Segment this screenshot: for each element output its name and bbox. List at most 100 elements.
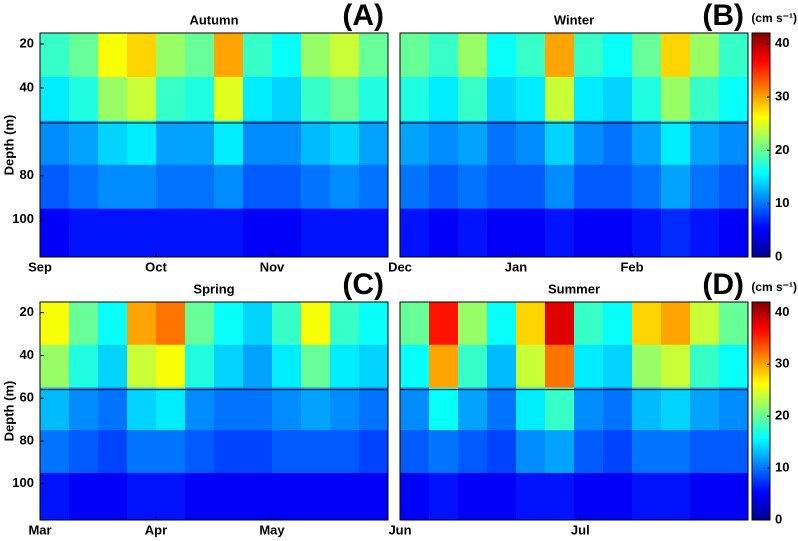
heat-cell	[400, 430, 430, 474]
heat-cell	[330, 120, 360, 166]
heat-cell	[214, 430, 244, 474]
heat-cell	[98, 472, 128, 521]
heat-cell	[156, 76, 186, 122]
heat-cell	[661, 33, 691, 78]
heat-cell	[661, 208, 691, 258]
heat-cell	[359, 302, 389, 346]
heat-cell	[545, 120, 575, 166]
heat-cell	[301, 302, 331, 346]
heat-cell	[632, 430, 662, 474]
heat-cell	[214, 344, 244, 388]
heat-cell	[301, 33, 331, 78]
heat-cell	[272, 76, 302, 122]
heat-cell	[458, 208, 488, 258]
heat-cell	[359, 33, 389, 78]
heat-cell	[516, 120, 546, 166]
heat-cell	[690, 120, 720, 166]
heat-cell	[632, 472, 662, 521]
colorbar	[751, 301, 771, 521]
heat-cell	[40, 430, 70, 474]
heat-cell	[632, 164, 662, 210]
x-tick-label: May	[259, 522, 285, 537]
heat-cell	[603, 33, 633, 78]
heat-cell	[69, 33, 99, 78]
heat-cell	[603, 344, 633, 388]
heat-cell	[40, 344, 70, 388]
heat-cell	[661, 164, 691, 210]
heat-cell	[719, 387, 749, 431]
x-tick-label: Oct	[145, 259, 167, 274]
heat-cell	[330, 430, 360, 474]
heat-cell	[487, 430, 517, 474]
heat-cell	[185, 208, 215, 258]
heat-cell	[127, 387, 157, 431]
heat-cell	[690, 302, 720, 346]
heat-cell	[40, 302, 70, 346]
heat-cell	[127, 76, 157, 122]
heat-cell	[359, 120, 389, 166]
heat-cell	[661, 387, 691, 431]
heat-cell	[690, 387, 720, 431]
heat-cell	[214, 472, 244, 521]
heat-cell	[487, 344, 517, 388]
heat-cell	[301, 430, 331, 474]
plot-frame	[39, 32, 389, 258]
heat-cell	[429, 387, 459, 431]
panel-title: Summer	[548, 281, 600, 296]
heat-cell	[127, 430, 157, 474]
heat-cell	[487, 302, 517, 346]
heat-cell	[185, 430, 215, 474]
heat-cell	[487, 33, 517, 78]
x-tick-label: Dec	[388, 259, 412, 274]
heat-cell	[603, 76, 633, 122]
y-tick-label: 100	[12, 211, 34, 226]
heat-cell	[545, 387, 575, 431]
heat-cell	[661, 120, 691, 166]
heat-cell	[574, 120, 604, 166]
heat-cell	[487, 164, 517, 210]
heat-cell	[156, 33, 186, 78]
heat-cell	[690, 76, 720, 122]
colorbar-tick-label: 0	[775, 248, 782, 263]
colorbar-tick-label: 30	[775, 356, 789, 371]
heat-cell	[127, 472, 157, 521]
heat-cell	[185, 76, 215, 122]
heat-cell	[574, 430, 604, 474]
y-tick-label: 20	[20, 304, 34, 319]
heat-cell	[98, 430, 128, 474]
heat-cell	[719, 472, 749, 521]
heat-cell	[359, 76, 389, 122]
heat-cell	[574, 164, 604, 210]
heat-cell	[272, 430, 302, 474]
heat-cell	[330, 164, 360, 210]
heat-cell	[661, 76, 691, 122]
panel-title: Spring	[193, 281, 234, 296]
heat-cell	[185, 302, 215, 346]
heat-cell	[40, 33, 70, 78]
heat-cell	[243, 430, 273, 474]
heat-cell	[127, 208, 157, 258]
heat-cell	[156, 344, 186, 388]
heat-cell	[156, 302, 186, 346]
heat-cell	[40, 387, 70, 431]
heat-cell	[458, 33, 488, 78]
heat-cell	[661, 344, 691, 388]
heat-cell	[272, 33, 302, 78]
heat-cell	[516, 208, 546, 258]
heat-cell	[156, 208, 186, 258]
heat-cell	[330, 208, 360, 258]
y-tick-label: 20	[20, 35, 34, 50]
colorbar	[751, 32, 771, 258]
heat-cell	[156, 387, 186, 431]
x-tick-label: Jun	[388, 522, 411, 537]
heat-cell	[69, 302, 99, 346]
heat-cell	[545, 472, 575, 521]
heat-cell	[429, 208, 459, 258]
heat-cell	[185, 164, 215, 210]
heat-cell	[301, 344, 331, 388]
heat-cell	[516, 164, 546, 210]
heat-cell	[574, 33, 604, 78]
heat-cell	[185, 33, 215, 78]
heat-cell	[243, 387, 273, 431]
